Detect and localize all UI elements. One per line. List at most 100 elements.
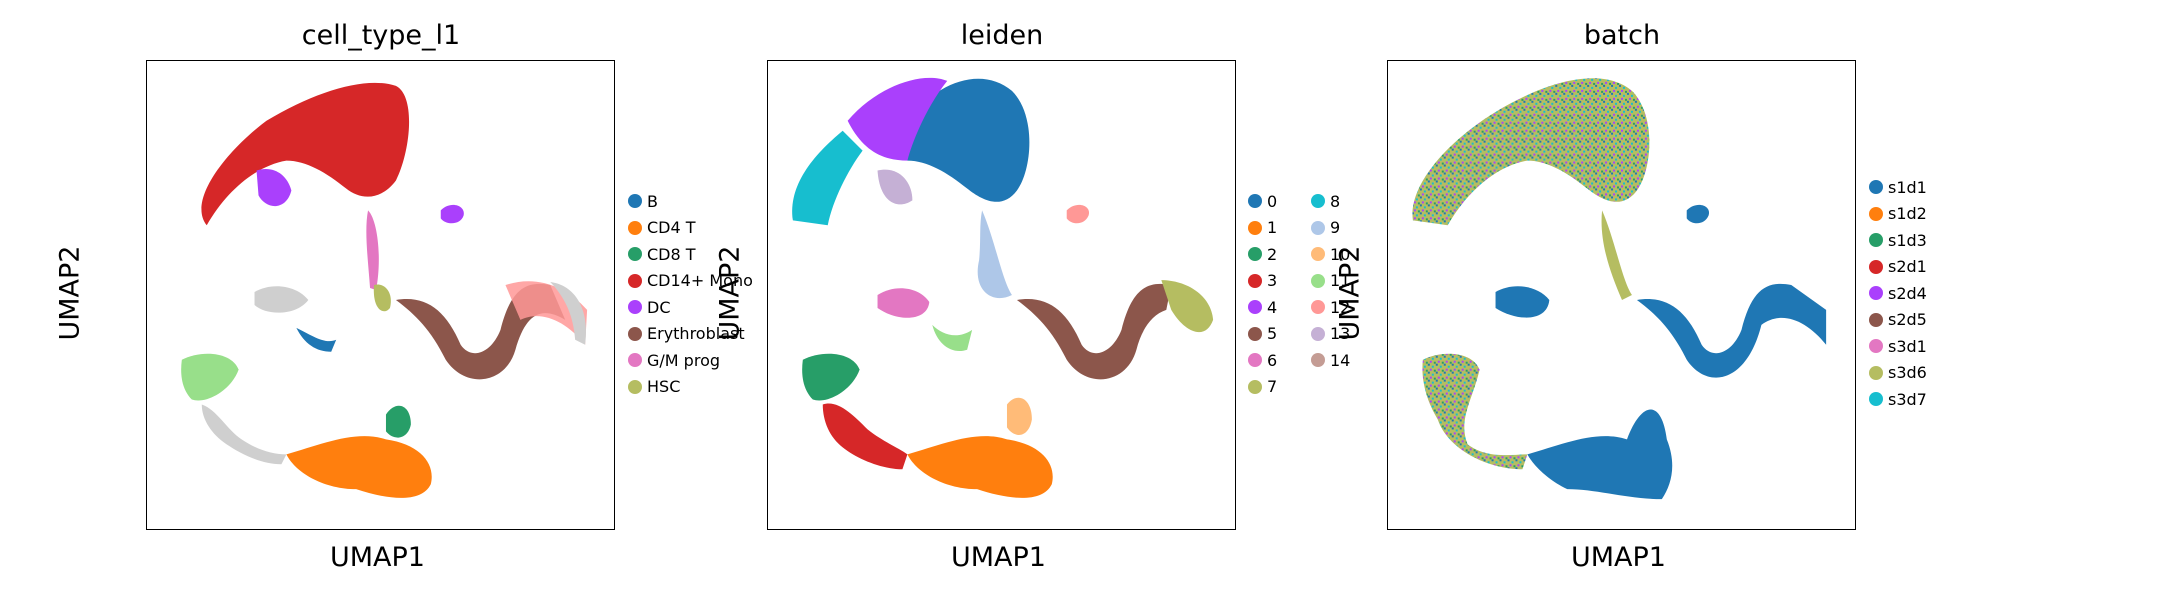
legend-item: DC — [628, 294, 753, 321]
legend-swatch — [628, 326, 642, 341]
legend-swatch — [1311, 300, 1325, 315]
cluster-6 — [877, 288, 930, 318]
legend-label: s2d5 — [1888, 310, 1927, 330]
cluster-gm-prog — [366, 210, 379, 291]
cluster-7 — [1161, 280, 1214, 333]
legend-label: 4 — [1267, 297, 1278, 317]
legend-item: CD14+ Mono — [628, 268, 753, 295]
legend-item: 3 — [1248, 268, 1277, 295]
legend-swatch — [1869, 392, 1883, 407]
cluster-top-mixed — [1412, 78, 1650, 226]
legend-item: B — [628, 188, 753, 215]
cluster-b — [296, 327, 337, 352]
cluster-cd4-t — [286, 436, 432, 498]
legend-swatch — [1869, 286, 1883, 301]
legend-swatch — [628, 194, 642, 209]
panel-3-title: batch — [1583, 20, 1661, 51]
legend-label: 11 — [1330, 271, 1351, 291]
legend-label: s3d1 — [1888, 336, 1927, 356]
cluster-bright-right — [550, 282, 587, 345]
cluster-middle-right — [1636, 283, 1827, 378]
panel-2-plot-area — [767, 60, 1236, 530]
panel-1-scatter — [181, 82, 588, 498]
legend-label: 0 — [1267, 191, 1278, 211]
legend-item: 6 — [1248, 347, 1277, 374]
legend-swatch — [1248, 353, 1262, 368]
legend-label: s3d7 — [1888, 389, 1927, 409]
legend-swatch — [628, 247, 642, 262]
legend-label: DC — [647, 297, 671, 317]
legend-label: 5 — [1267, 324, 1278, 344]
legend-label: 3 — [1267, 271, 1278, 291]
cluster-cd14-mono — [201, 82, 410, 226]
legend-swatch — [1869, 312, 1883, 327]
legend-item: 14 — [1311, 347, 1350, 374]
legend-swatch — [1248, 379, 1262, 394]
legend-label: s2d1 — [1888, 257, 1927, 277]
legend-swatch — [1248, 326, 1262, 341]
legend-label: G/M prog — [647, 350, 721, 370]
legend-label: 8 — [1330, 191, 1341, 211]
legend-label: CD14+ Mono — [647, 271, 753, 291]
cluster-10 — [1006, 397, 1032, 435]
cluster-dc-under — [256, 168, 292, 207]
legend-item: 13 — [1311, 321, 1350, 348]
legend-item: HSC — [628, 374, 753, 401]
legend-swatch — [1311, 353, 1325, 368]
cluster-bottom-right — [1527, 409, 1673, 500]
legend-item: G/M prog — [628, 347, 753, 374]
legend-swatch — [1869, 206, 1883, 221]
cluster-8 — [792, 130, 863, 226]
legend-label: s1d1 — [1888, 177, 1927, 197]
cluster-12 — [1066, 204, 1090, 224]
legend-label: 7 — [1267, 377, 1278, 397]
panel-3-plot-area — [1387, 60, 1856, 530]
legend-item: s1d3 — [1869, 227, 1927, 254]
legend-label: 9 — [1330, 218, 1341, 238]
legend-label: 6 — [1267, 350, 1278, 370]
cluster-11 — [932, 324, 973, 352]
legend-label: 10 — [1330, 244, 1351, 264]
legend-item: s2d4 — [1869, 280, 1927, 307]
cluster-grey-bottom — [201, 404, 287, 465]
legend-swatch — [628, 273, 642, 288]
legend-swatch — [1869, 259, 1883, 274]
legend-item: s1d2 — [1869, 201, 1927, 228]
panel-3-xlabel: UMAP1 — [1571, 542, 1666, 573]
legend-swatch — [1311, 220, 1325, 235]
legend-item: s1d1 — [1869, 174, 1927, 201]
legend-swatch — [1869, 233, 1883, 248]
cluster-4 — [847, 77, 948, 161]
legend-item: 10 — [1311, 241, 1350, 268]
cluster-dc-mixed — [1686, 204, 1710, 224]
legend-item: 12 — [1311, 294, 1350, 321]
cluster-grey-left — [254, 286, 309, 313]
cluster-cd8-green-left — [181, 353, 239, 401]
legend-swatch — [1248, 247, 1262, 262]
legend-item: 1 — [1248, 215, 1277, 242]
legend-label: s1d2 — [1888, 204, 1927, 224]
cluster-middle-left — [1495, 286, 1550, 318]
legend-item: 9 — [1311, 215, 1350, 242]
panel-3-ylabel: UMAP2 — [1334, 245, 1366, 341]
legend-swatch — [1248, 220, 1262, 235]
legend-label: s1d3 — [1888, 230, 1927, 250]
cluster-0 — [907, 78, 1030, 202]
legend-item: s2d1 — [1869, 254, 1927, 281]
panel-2-legend-col2: 8 9 10 11 12 13 14 — [1311, 188, 1350, 374]
legend-swatch — [1248, 273, 1262, 288]
legend-swatch — [628, 353, 642, 368]
cluster-1 — [907, 436, 1053, 498]
legend-item: s3d7 — [1869, 386, 1927, 413]
legend-item: 11 — [1311, 268, 1350, 295]
legend-label: Erythroblast — [647, 324, 745, 344]
panel-2-legend-col1: 0 1 2 3 4 5 6 7 — [1248, 188, 1277, 400]
legend-item: 4 — [1248, 294, 1277, 321]
legend-item: s3d6 — [1869, 360, 1927, 387]
legend-swatch — [628, 220, 642, 235]
panel-1-ylabel: UMAP2 — [54, 245, 86, 341]
legend-label: CD8 T — [647, 244, 696, 264]
legend-swatch — [1248, 300, 1262, 315]
legend-swatch — [628, 300, 642, 315]
cluster-hsc — [373, 284, 391, 312]
